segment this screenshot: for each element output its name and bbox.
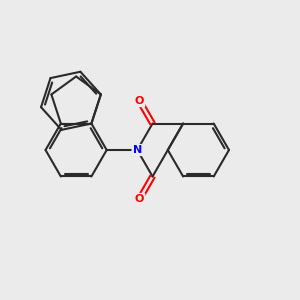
Text: N: N [133,145,142,155]
Text: O: O [135,194,144,204]
Text: O: O [135,96,144,106]
